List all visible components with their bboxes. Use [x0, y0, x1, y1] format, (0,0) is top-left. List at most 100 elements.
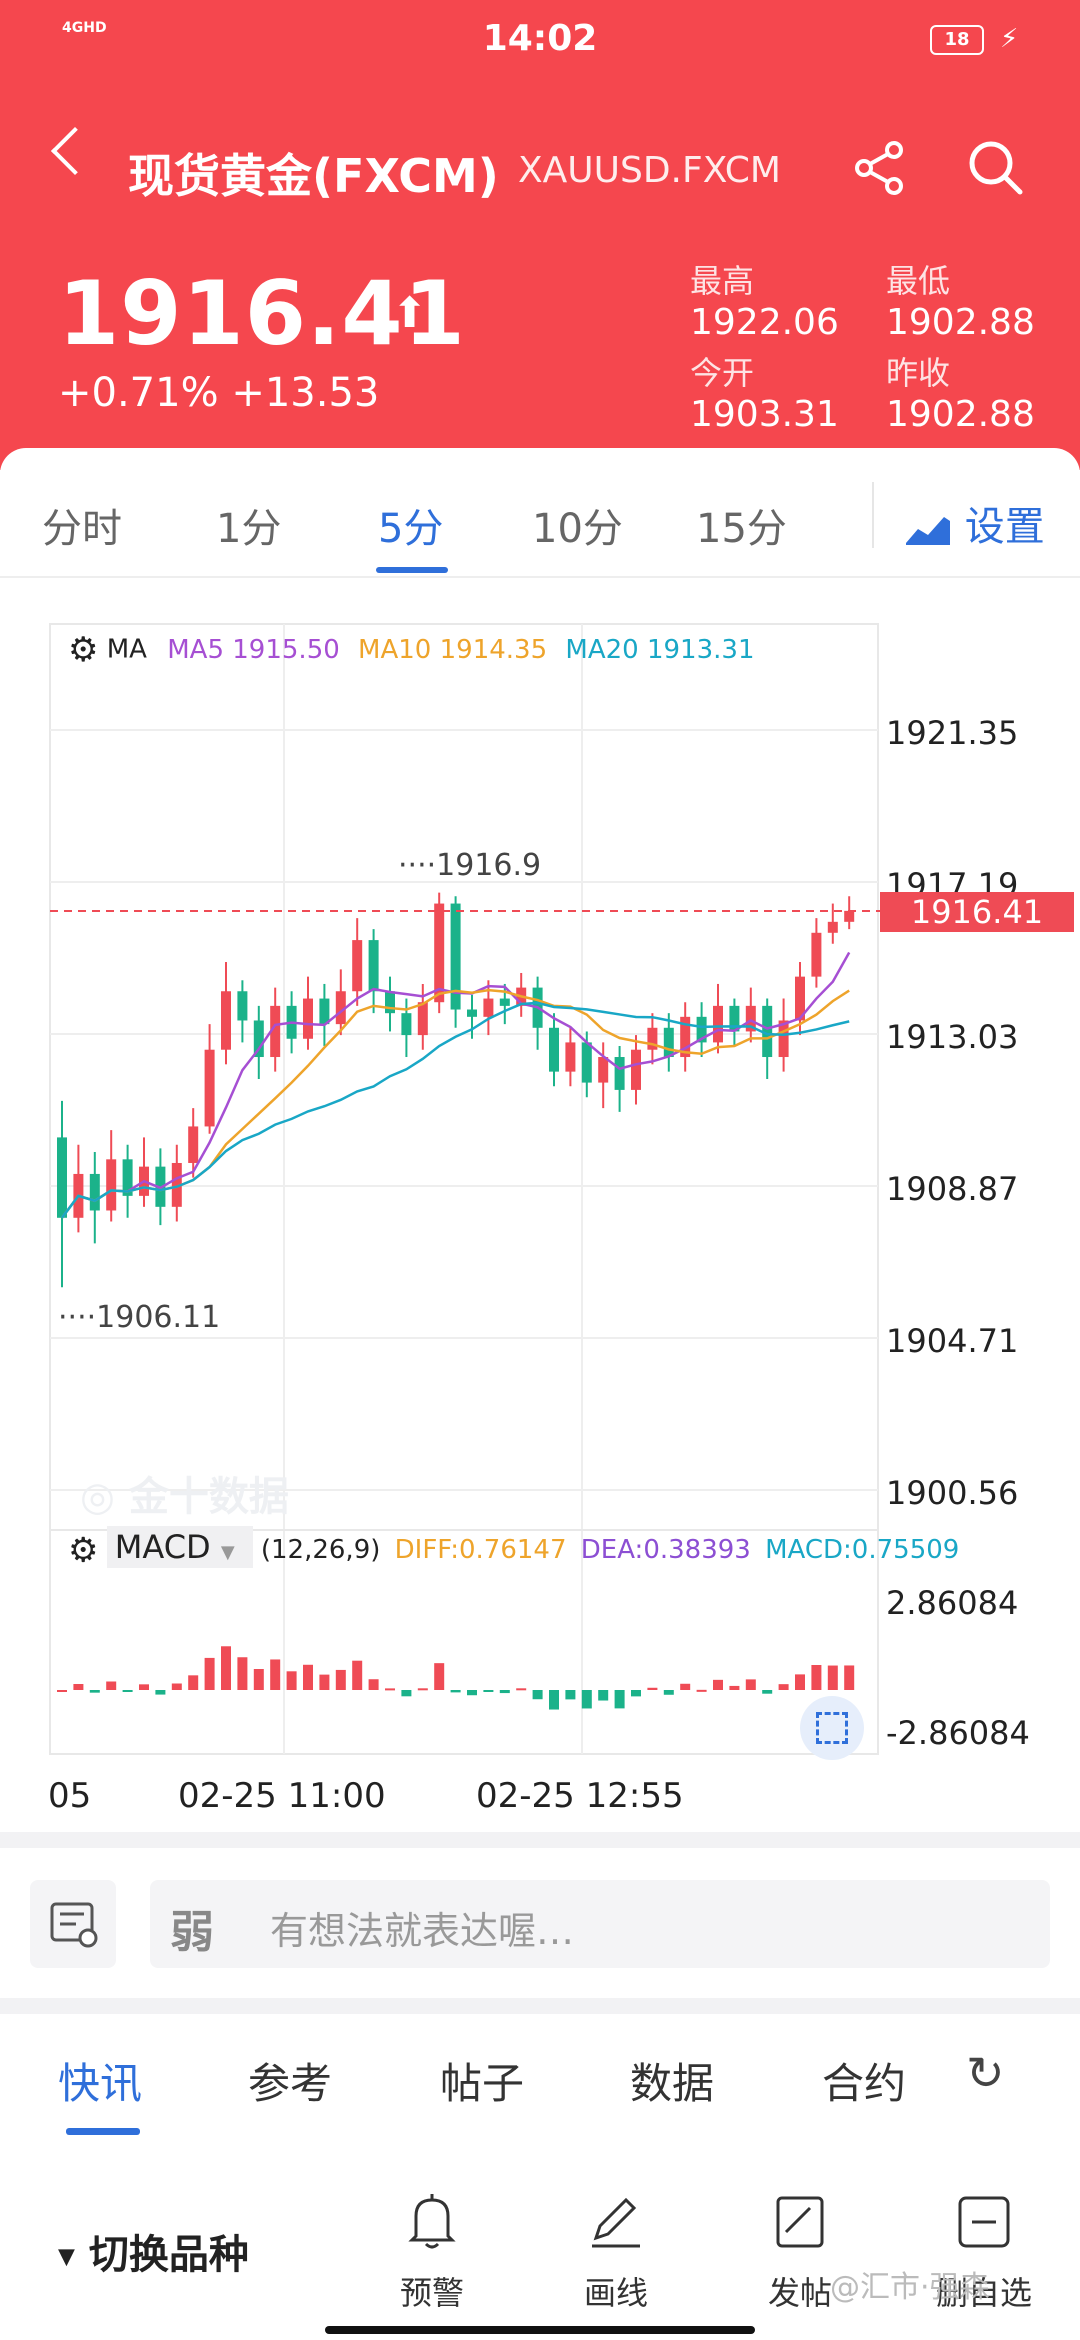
- chart-settings-button[interactable]: 设置: [904, 494, 1045, 552]
- candle-body: [631, 1049, 641, 1090]
- candle-body: [57, 1137, 67, 1218]
- gear-icon[interactable]: ⚙: [68, 630, 99, 670]
- macd-bar: [401, 1690, 412, 1697]
- tab-timeline[interactable]: 分时: [42, 506, 122, 552]
- notes-button[interactable]: [30, 1880, 116, 1968]
- candle-body: [204, 1049, 215, 1127]
- tab-1min[interactable]: 1分: [216, 506, 282, 552]
- active-tab-indicator: [66, 2128, 140, 2135]
- macd-bar: [565, 1690, 576, 1700]
- macd-bar: [532, 1690, 543, 1700]
- comment-input[interactable]: [150, 1880, 1050, 1968]
- candle-body: [696, 1016, 707, 1043]
- share-icon[interactable]: [852, 140, 908, 200]
- low-label: 最低: [886, 262, 951, 300]
- ma20-value: MA20 1913.31: [565, 634, 755, 665]
- bell-icon: [408, 2194, 456, 2249]
- settings-label: 设置: [964, 504, 1045, 550]
- macd-bar: [188, 1675, 199, 1690]
- macd-selector[interactable]: MACD ▼: [106, 1526, 253, 1568]
- macd-bar: [499, 1690, 510, 1694]
- macd-bar: [319, 1674, 330, 1690]
- macd-bar: [827, 1665, 838, 1690]
- gear-icon[interactable]: ⚙: [68, 1530, 99, 1571]
- candle-body: [565, 1042, 576, 1072]
- candle-body: [417, 1002, 428, 1036]
- price-change: +0.71% +13.53: [58, 370, 379, 416]
- tab-contract[interactable]: 合约: [822, 2059, 907, 2108]
- ma-legend[interactable]: ⚙ MA MA5 1915.50 MA10 1914.35 MA20 1913.…: [68, 630, 755, 670]
- candle-body: [253, 1020, 264, 1058]
- macd-bar: [368, 1679, 379, 1690]
- candle-body: [188, 1126, 199, 1163]
- candle-body: [827, 921, 838, 933]
- macd-legend[interactable]: ⚙ MACD ▼ (12,26,9) DIFF:0.76147 DEA:0.38…: [68, 1526, 959, 1571]
- macd-label: MACD: [114, 1528, 211, 1566]
- switch-instrument-button[interactable]: ▼ 切换品种: [58, 2222, 249, 2280]
- time-axis-label: 02-25 12:55: [476, 1776, 684, 1816]
- macd-bar: [516, 1688, 527, 1691]
- candle-body: [467, 1009, 477, 1017]
- macd-bar: [729, 1685, 740, 1690]
- candle-body: [713, 1005, 723, 1043]
- high-marker: ····1916.9: [398, 848, 542, 883]
- macd-dea: DEA:0.38393: [580, 1535, 751, 1565]
- macd-bar: [57, 1690, 67, 1692]
- notes-icon: [50, 1902, 98, 1948]
- candle-body: [450, 903, 461, 1010]
- tab-reference[interactable]: 参考: [248, 2059, 333, 2108]
- candle-body: [598, 1057, 609, 1083]
- post-button[interactable]: [740, 2186, 860, 2260]
- macd-bar: [631, 1690, 641, 1697]
- macd-bar: [778, 1684, 789, 1690]
- candle-body: [499, 998, 510, 1006]
- tab-flash-news[interactable]: 快讯: [58, 2059, 143, 2108]
- ma5-value: MA5 1915.50: [167, 634, 340, 665]
- candle-body: [352, 940, 363, 992]
- current-price-tag: 1916.41: [880, 892, 1074, 932]
- macd-bar: [417, 1688, 428, 1691]
- weak-strong-icon[interactable]: 弱: [170, 1907, 214, 1958]
- search-icon[interactable]: [966, 138, 1026, 202]
- tab-10min[interactable]: 10分: [532, 506, 623, 552]
- tab-data[interactable]: 数据: [630, 2059, 715, 2108]
- chart-settings-icon: [906, 517, 950, 545]
- battery-icon: 18: [930, 25, 984, 55]
- remove-watchlist-button[interactable]: [924, 2186, 1044, 2260]
- edit-note-icon: [776, 2196, 824, 2248]
- candle-body: [647, 1027, 658, 1050]
- macd-axis-top: 2.86084: [886, 1584, 1019, 1622]
- kline-chart-area[interactable]: ⚙ MA MA5 1915.50 MA10 1914.35 MA20 1913.…: [0, 580, 1080, 1830]
- low-value: 1902.88: [886, 302, 1035, 343]
- symbol-code: XAUUSD.FXCM: [518, 150, 781, 191]
- tab-15min[interactable]: 15分: [696, 506, 787, 552]
- candle-body: [106, 1159, 117, 1211]
- open-value: 1903.31: [690, 394, 839, 435]
- macd-bar: [89, 1690, 100, 1693]
- tab-5min[interactable]: 5分: [378, 506, 444, 552]
- macd-bar: [139, 1684, 149, 1690]
- candle-body: [762, 1005, 773, 1058]
- candle-body: [319, 998, 330, 1025]
- refresh-icon[interactable]: ↻: [966, 2046, 1005, 2100]
- macd-bar: [122, 1690, 133, 1692]
- macd-bar: [745, 1679, 756, 1690]
- macd-bar: [713, 1679, 723, 1690]
- alert-button[interactable]: [372, 2186, 492, 2260]
- back-icon[interactable]: [50, 126, 100, 176]
- fullscreen-button[interactable]: [800, 1696, 864, 1760]
- divider: [0, 576, 1080, 578]
- macd-bar: [352, 1660, 363, 1690]
- network-indicator: 4GHD: [62, 20, 107, 36]
- kline-chart[interactable]: [0, 580, 1080, 1830]
- tab-posts[interactable]: 帖子: [440, 2059, 525, 2108]
- candle-body: [237, 991, 248, 1021]
- watermark-logo-icon: ◎: [80, 1474, 115, 1520]
- draw-button[interactable]: [556, 2186, 676, 2260]
- high-value: 1922.06: [690, 302, 839, 343]
- candle-body: [483, 998, 494, 1017]
- price-axis-label: 1904.71: [886, 1322, 1019, 1360]
- macd-bar: [811, 1665, 822, 1690]
- charging-icon: ⚡: [1000, 24, 1019, 54]
- watermark: ◎ 金十数据: [80, 1464, 289, 1522]
